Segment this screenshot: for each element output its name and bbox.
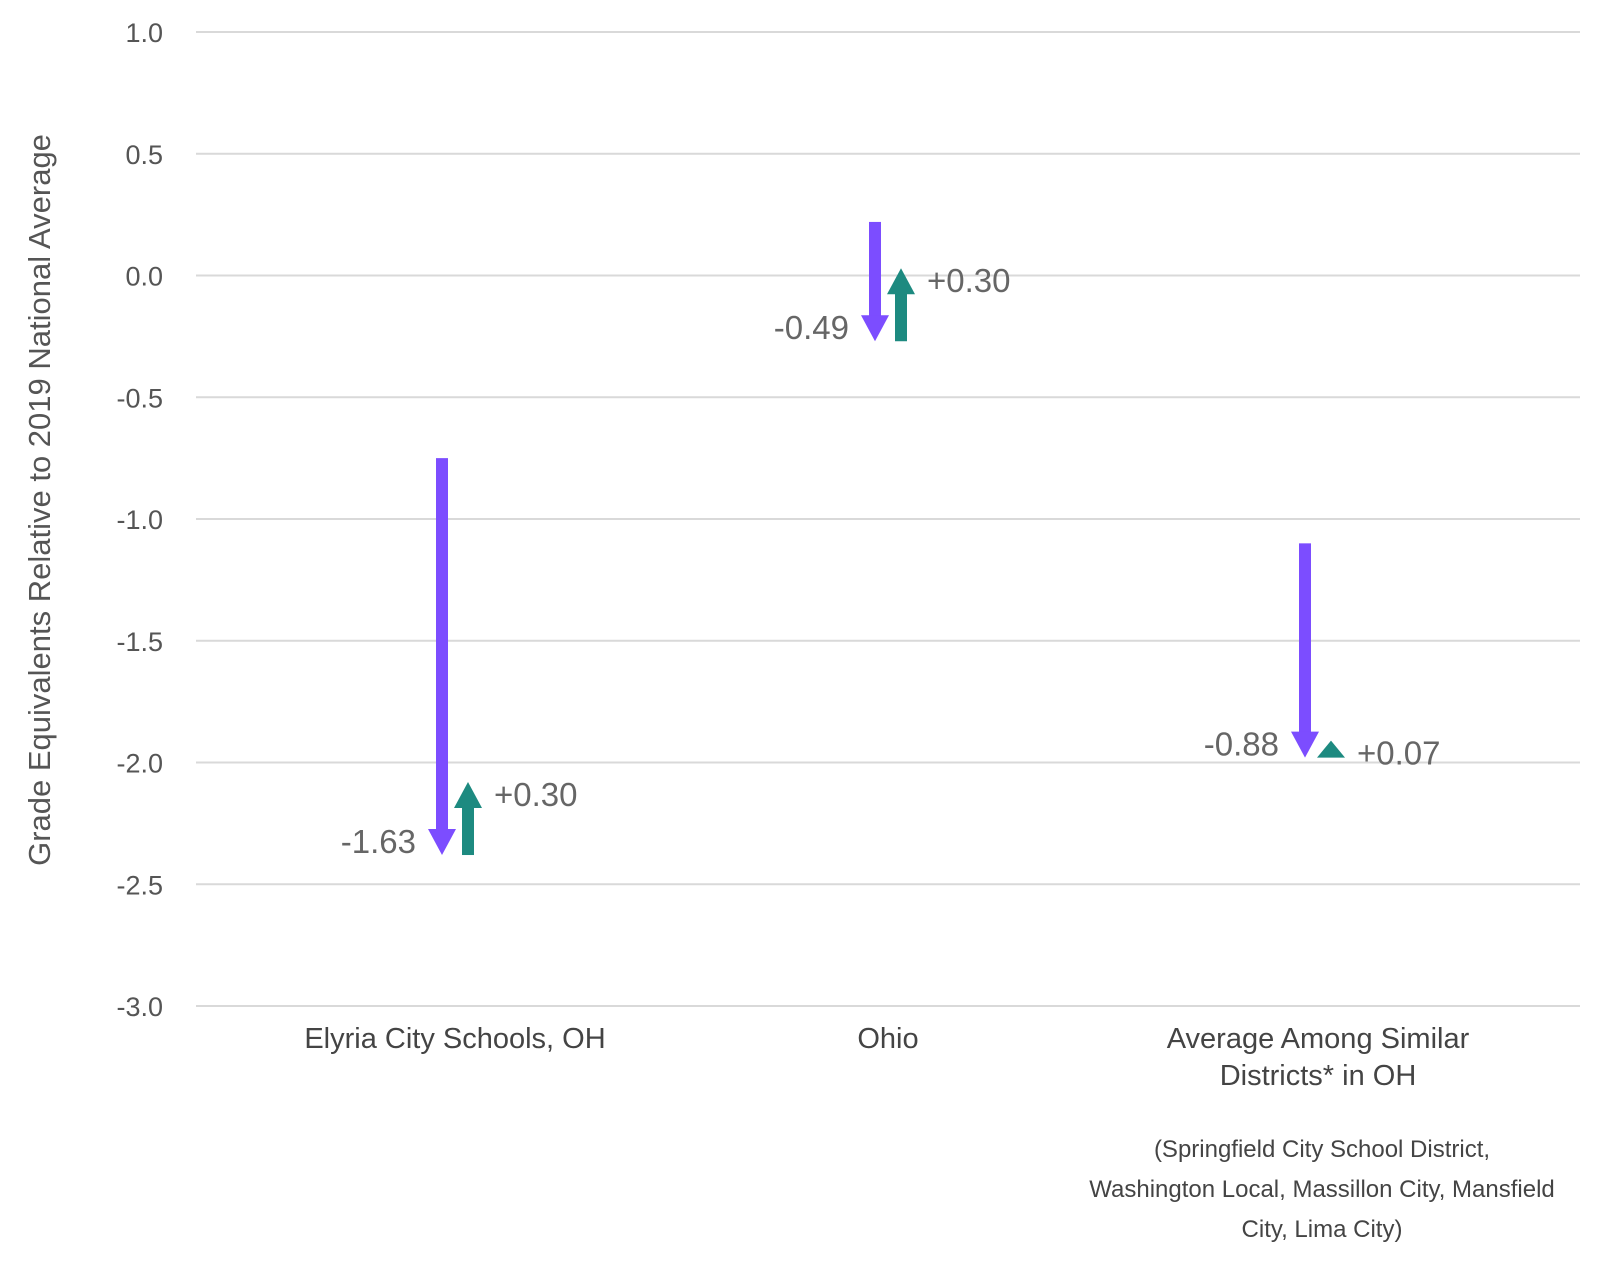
category-labels: Elyria City Schools, OH Ohio Average Among…	[304, 1023, 1469, 1092]
category-label: Districts* in OH	[1220, 1060, 1417, 1092]
recovery-arrow-shaft	[895, 292, 907, 342]
y-tick-label: 1.0	[125, 18, 163, 48]
recovery-value-label: +0.07	[1357, 735, 1441, 772]
category-label: Average Among Similar	[1167, 1023, 1470, 1055]
y-tick-label: 0.0	[125, 262, 163, 292]
y-tick-label: -2.0	[116, 749, 163, 779]
recovery-arrow-head	[887, 268, 915, 295]
decline-arrow-shaft	[436, 458, 448, 832]
decline-arrow	[1291, 543, 1319, 758]
decline-arrow	[861, 221, 889, 342]
footnote-line: City, Lima City)	[1242, 1216, 1403, 1243]
recovery-value-label: +0.30	[494, 776, 578, 813]
footnote-line: Washington Local, Massillon City, Mansfi…	[1089, 1176, 1555, 1203]
footnote: (Springfield City School District, Washin…	[1089, 1136, 1555, 1243]
decline-arrow-head	[1291, 731, 1319, 758]
decline-arrow-shaft	[1299, 543, 1311, 734]
footnote-line: (Springfield City School District,	[1154, 1136, 1490, 1163]
y-tick-label: -2.5	[116, 870, 163, 900]
recovery-arrow	[887, 268, 915, 342]
y-tick-label: -3.0	[116, 992, 163, 1022]
recovery-value-label: +0.30	[927, 262, 1011, 299]
decline-value-label: -0.88	[1204, 726, 1279, 763]
category-label: Ohio	[857, 1023, 918, 1055]
y-tick-label: -1.0	[116, 505, 163, 535]
decline-value-label: -1.63	[341, 823, 416, 860]
y-tick-label: -0.5	[116, 383, 163, 413]
decline-arrow-head	[428, 829, 456, 856]
y-tick-labels: 1.0 0.5 0.0 -0.5 -1.0 -1.5 -2.0 -2.5 -3.0	[116, 18, 163, 1022]
recovery-arrow-head	[454, 781, 482, 808]
y-tick-label: -1.5	[116, 627, 163, 657]
y-tick-label: 0.5	[125, 140, 163, 170]
recovery-arrow-shaft	[462, 805, 474, 856]
recovery-arrow	[1317, 740, 1345, 758]
change-arrows: -1.63 +0.30 -0.49 +0.30 -0.88 +0.07	[341, 221, 1441, 860]
decline-value-label: -0.49	[774, 309, 849, 346]
recovery-arrow	[454, 781, 482, 856]
y-axis-label: Grade Equivalents Relative to 2019 Natio…	[22, 134, 57, 866]
recovery-arrow-head	[1317, 740, 1345, 758]
decline-arrow-head	[861, 315, 889, 342]
category-label: Elyria City Schools, OH	[304, 1023, 605, 1055]
decline-arrow-shaft	[869, 221, 881, 318]
gridlines	[196, 31, 1580, 1007]
decline-arrow	[428, 458, 456, 856]
